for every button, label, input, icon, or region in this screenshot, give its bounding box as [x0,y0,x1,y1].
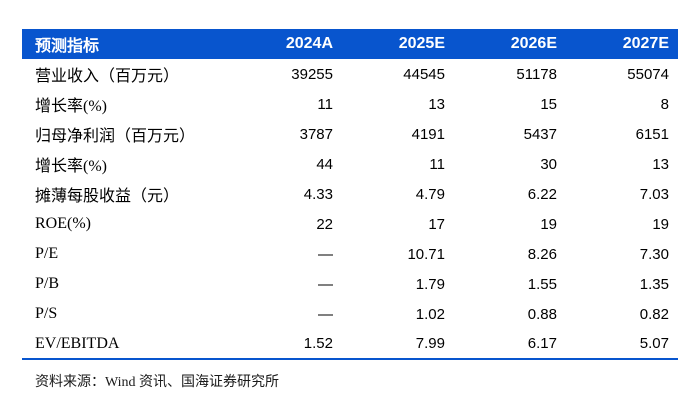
value-cell-2026e: 5437 [523,125,557,143]
value-cell-2025e: 4.79 [415,185,445,203]
header-cell-2024a: 2024A [285,35,333,52]
value-cell-2024a: 4.33 [303,185,333,203]
value-cell-2026e: 51178 [516,65,557,83]
table-row: EV/EBITDA 1.52 7.99 6.17 5.07 [22,329,678,359]
value-cell-2024a: — [318,245,333,263]
value-cell-2025e: 44545 [403,65,445,83]
row-label-cell: 增长率(%) [35,98,107,115]
value-cell-2027e: 5.07 [639,335,669,352]
value-cell-2025e: 7.99 [415,335,445,352]
value-cell-2025e: 17 [428,215,445,233]
value-cell-2027e: 55074 [627,65,669,83]
table-row: 增长率(%) 44 11 30 13 [22,149,678,179]
value-cell-2024a: 11 [317,95,333,113]
value-cell-2024a: 44 [316,155,333,173]
value-cell-2027e: 8 [660,95,669,113]
value-cell-2025e: 10.71 [407,245,445,263]
row-label-cell: ROE(%) [35,215,91,232]
value-cell-2027e: 19 [652,215,669,233]
value-cell-2026e: 6.17 [527,335,557,352]
value-cell-2025e: 1.02 [415,305,445,323]
table-row: 增长率(%) 11 13 15 8 [22,89,678,119]
value-cell-2027e: 1.35 [639,275,669,293]
table-row: P/S — 1.02 0.88 0.82 [22,299,678,329]
header-cell-2025e: 2025E [398,35,445,52]
value-cell-2024a: — [318,275,333,293]
value-cell-2024a: 3787 [299,125,333,143]
value-cell-2027e: 7.30 [639,245,669,263]
row-label-cell: P/S [35,305,58,322]
value-cell-2025e: 1.79 [415,275,445,293]
forecast-table-body: 营业收入（百万元） 39255 44545 51178 55074 增长率(%)… [22,59,678,359]
row-label-cell: 增长率(%) [35,158,107,175]
value-cell-2025e: 13 [428,95,445,113]
value-cell-2027e: 13 [652,155,669,173]
table-row: 营业收入（百万元） 39255 44545 51178 55074 [22,59,678,89]
value-cell-2027e: 0.82 [639,305,669,323]
value-cell-2025e: 11 [429,155,445,173]
value-cell-2025e: 4191 [411,125,445,143]
table-row: 摊薄每股收益（元） 4.33 4.79 6.22 7.03 [22,179,678,209]
header-cell-indicator: 预测指标 [35,38,100,55]
value-cell-2026e: 15 [540,95,557,113]
value-cell-2027e: 7.03 [639,185,669,203]
value-cell-2027e: 6151 [635,125,669,143]
value-cell-2026e: 0.88 [527,305,557,323]
value-cell-2024a: 1.52 [303,335,333,352]
value-cell-2024a: — [318,305,333,323]
source-note: 资料来源：Wind 资讯、国海证券研究所 [35,375,280,390]
value-cell-2024a: 39255 [291,65,333,83]
row-label-cell: 摊薄每股收益（元） [35,188,180,205]
table-row: ROE(%) 22 17 19 19 [22,209,678,239]
value-cell-2026e: 1.55 [527,275,557,293]
value-cell-2026e: 8.26 [527,245,557,263]
row-label-cell: P/E [35,245,59,262]
value-cell-2026e: 19 [540,215,557,233]
header-cell-2026e: 2026E [510,35,557,52]
row-label-cell: 归母净利润（百万元） [35,128,196,145]
row-label-cell: EV/EBITDA [35,334,120,352]
value-cell-2024a: 22 [316,215,333,233]
value-cell-2026e: 30 [540,155,557,173]
table-header-row: 预测指标 2024A 2025E 2026E 2027E [22,29,678,59]
forecast-table: 预测指标 2024A 2025E 2026E 2027E 营业收入（百万元） 3… [22,29,678,360]
row-label-cell: 营业收入（百万元） [35,68,180,85]
row-label-cell: P/B [35,275,60,292]
table-row: P/B — 1.79 1.55 1.35 [22,269,678,299]
header-cell-2027e: 2027E [622,35,669,52]
table-row: 归母净利润（百万元） 3787 4191 5437 6151 [22,119,678,149]
table-row: P/E — 10.71 8.26 7.30 [22,239,678,269]
value-cell-2026e: 6.22 [527,185,557,203]
